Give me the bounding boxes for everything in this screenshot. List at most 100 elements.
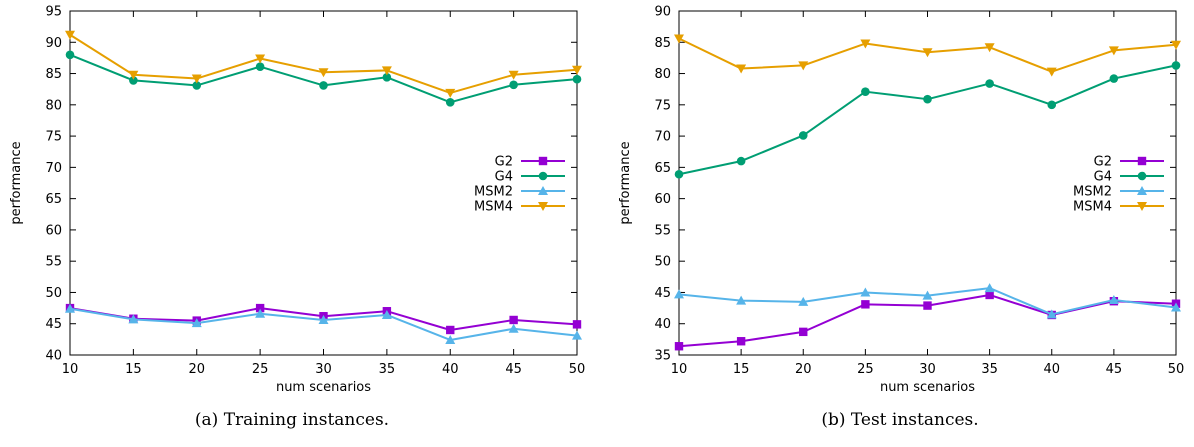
x-axis-label: num scenarios bbox=[880, 380, 975, 395]
legend-marker-msm4 bbox=[538, 202, 548, 211]
data-point-msm4 bbox=[572, 65, 582, 75]
data-point-g4 bbox=[674, 169, 684, 179]
chart-test-instances: 35 40 45 50 55 60 65 70 75 80 85 90 10 15 20 25 30 35 40 45… bbox=[618, 5, 1184, 396]
y-tick-label: 70 bbox=[654, 130, 671, 145]
series-msm4 bbox=[65, 30, 582, 98]
series-msm2 bbox=[674, 283, 1181, 319]
data-point-g4 bbox=[798, 131, 808, 140]
legend-label-g4: G4 bbox=[495, 170, 513, 185]
data-point-msm4 bbox=[445, 88, 456, 98]
data-point-g4 bbox=[861, 87, 870, 96]
x-tick-label: 25 bbox=[252, 362, 269, 377]
data-point-msm2 bbox=[508, 323, 519, 333]
data-point-g2 bbox=[799, 327, 808, 337]
data-point-msm4 bbox=[191, 74, 202, 84]
x-tick-label: 40 bbox=[442, 362, 459, 377]
data-point-msm2 bbox=[445, 334, 456, 344]
series-msm2 bbox=[65, 303, 582, 344]
caption-training: (a) Training instances. bbox=[194, 410, 390, 430]
data-point-msm4 bbox=[1108, 46, 1119, 56]
data-point-msm2 bbox=[1046, 309, 1057, 319]
data-point-msm2 bbox=[318, 314, 329, 324]
y-tick-label: 50 bbox=[45, 286, 62, 301]
data-point-msm2 bbox=[255, 308, 266, 318]
legend-label-msm4: MSM4 bbox=[474, 200, 513, 215]
data-point-g2 bbox=[861, 300, 870, 309]
data-point-msm4 bbox=[798, 61, 809, 71]
legend-label-g2: G2 bbox=[495, 155, 513, 170]
data-point-g2 bbox=[985, 290, 994, 300]
y-tick-label: 45 bbox=[654, 286, 671, 301]
data-point-msm2 bbox=[922, 290, 933, 300]
y-tick-label: 75 bbox=[45, 130, 62, 145]
data-point-g4 bbox=[1171, 61, 1181, 70]
data-point-msm4 bbox=[508, 70, 519, 80]
data-point-msm2 bbox=[798, 296, 809, 306]
y-tick-label: 55 bbox=[45, 255, 62, 270]
x-axis-label: num scenarios bbox=[276, 380, 371, 395]
x-tick-label: 45 bbox=[505, 362, 522, 377]
data-point-msm4 bbox=[1171, 40, 1181, 50]
x-tick-label: 10 bbox=[62, 362, 79, 377]
legend-marker-msm2 bbox=[1137, 186, 1147, 195]
x-tick-label: 30 bbox=[919, 362, 936, 377]
data-point-msm4 bbox=[128, 70, 139, 80]
data-point-msm2 bbox=[65, 303, 75, 313]
data-point-msm2 bbox=[860, 287, 871, 297]
y-tick-label: 90 bbox=[654, 5, 671, 20]
data-point-msm2 bbox=[572, 330, 582, 340]
legend-label-msm2: MSM2 bbox=[1073, 185, 1112, 200]
series-g4 bbox=[65, 50, 582, 107]
x-tick-label: 35 bbox=[379, 362, 396, 377]
y-tick-label: 75 bbox=[654, 98, 671, 113]
data-point-g4 bbox=[572, 74, 582, 84]
data-point-msm4 bbox=[255, 54, 266, 64]
y-tick-label: 40 bbox=[45, 349, 62, 364]
y-axis-label: performance bbox=[618, 141, 633, 224]
data-point-msm4 bbox=[674, 34, 684, 44]
data-point-msm4 bbox=[860, 39, 871, 49]
x-tick-label: 35 bbox=[981, 362, 998, 377]
data-point-g4 bbox=[382, 72, 392, 82]
data-point-msm4 bbox=[1046, 67, 1057, 77]
x-tick-label: 10 bbox=[671, 362, 688, 377]
x-tick-label: 25 bbox=[857, 362, 874, 377]
data-point-g4 bbox=[65, 50, 75, 60]
legend-label-g4: G4 bbox=[1094, 170, 1112, 185]
data-point-g2 bbox=[255, 303, 265, 313]
y-tick-label: 60 bbox=[654, 192, 671, 207]
y-tick-label: 65 bbox=[45, 192, 62, 207]
data-point-msm4 bbox=[318, 68, 329, 78]
data-point-msm2 bbox=[1108, 294, 1119, 304]
x-tick-label: 40 bbox=[1043, 362, 1060, 377]
x-tick-label: 15 bbox=[733, 362, 750, 377]
legend-marker-g2 bbox=[538, 156, 548, 166]
y-tick-label: 85 bbox=[45, 67, 62, 82]
data-point-g4 bbox=[255, 62, 265, 71]
legend-label-g2: G2 bbox=[1094, 155, 1112, 170]
x-tick-label: 20 bbox=[188, 362, 205, 377]
data-point-msm2 bbox=[674, 289, 684, 299]
y-tick-label: 35 bbox=[654, 349, 671, 364]
y-tick-label: 80 bbox=[654, 67, 671, 82]
x-tick-label: 50 bbox=[569, 362, 586, 377]
data-point-msm4 bbox=[922, 48, 933, 58]
data-point-msm2 bbox=[191, 318, 202, 328]
data-point-g4 bbox=[509, 80, 518, 90]
series-msm4 bbox=[674, 34, 1181, 77]
legend-label-msm4: MSM4 bbox=[1073, 200, 1112, 215]
data-point-g2 bbox=[674, 342, 684, 351]
y-tick-label: 40 bbox=[654, 317, 671, 332]
y-axis-label: performance bbox=[9, 141, 24, 224]
data-point-g2 bbox=[446, 325, 455, 335]
data-point-g4 bbox=[129, 76, 138, 85]
y-tick-label: 80 bbox=[45, 98, 62, 113]
legend-label-msm2: MSM2 bbox=[474, 185, 513, 200]
data-point-g4 bbox=[736, 156, 746, 166]
data-point-msm2 bbox=[381, 309, 392, 319]
data-point-msm2 bbox=[128, 314, 139, 324]
data-point-msm2 bbox=[1171, 302, 1181, 312]
data-point-g4 bbox=[192, 81, 202, 90]
